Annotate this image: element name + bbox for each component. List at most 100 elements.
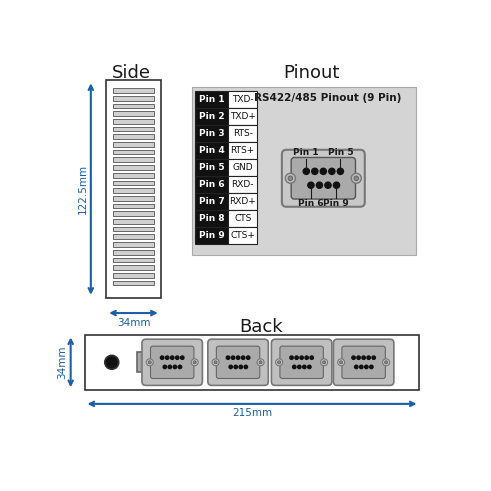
Bar	[228, 108, 257, 125]
Bar	[195, 227, 228, 244]
Bar	[191, 86, 416, 254]
Circle shape	[176, 356, 179, 359]
Circle shape	[370, 365, 373, 369]
Circle shape	[168, 365, 171, 369]
Circle shape	[337, 168, 344, 174]
FancyBboxPatch shape	[208, 339, 268, 385]
Bar	[195, 91, 228, 108]
Bar	[113, 96, 154, 101]
FancyBboxPatch shape	[217, 346, 260, 379]
Circle shape	[285, 173, 296, 183]
Circle shape	[288, 176, 293, 181]
Text: CTS+: CTS+	[230, 231, 255, 240]
Bar	[113, 204, 154, 208]
Circle shape	[359, 365, 363, 369]
Bar	[113, 212, 154, 216]
Bar	[113, 150, 154, 154]
Bar	[228, 91, 257, 108]
Circle shape	[310, 356, 313, 359]
Text: Pin 9: Pin 9	[199, 231, 224, 240]
Circle shape	[170, 356, 174, 359]
Bar	[228, 176, 257, 193]
Bar	[113, 250, 154, 254]
Text: GND: GND	[232, 163, 253, 172]
Bar	[113, 119, 154, 124]
Text: Pinout: Pinout	[283, 64, 340, 82]
Text: Side: Side	[111, 64, 151, 82]
Circle shape	[290, 356, 293, 359]
Text: Pin 5: Pin 5	[327, 148, 353, 158]
Text: Pin 6: Pin 6	[199, 180, 224, 189]
Circle shape	[165, 356, 169, 359]
Bar	[228, 193, 257, 210]
Circle shape	[244, 365, 247, 369]
Circle shape	[146, 359, 153, 366]
Bar	[195, 176, 228, 193]
Bar	[136, 352, 158, 372]
Circle shape	[355, 365, 358, 369]
FancyBboxPatch shape	[142, 339, 202, 385]
Circle shape	[303, 168, 309, 174]
Text: Pin 7: Pin 7	[199, 197, 224, 206]
Text: Back: Back	[240, 318, 283, 336]
Bar	[113, 173, 154, 178]
Circle shape	[384, 361, 388, 364]
Bar	[195, 125, 228, 142]
Circle shape	[308, 365, 311, 369]
Circle shape	[148, 361, 151, 364]
Bar	[228, 142, 257, 159]
Bar	[113, 258, 154, 262]
Circle shape	[191, 359, 198, 366]
Bar	[195, 108, 228, 125]
Bar	[113, 88, 154, 93]
Bar	[113, 227, 154, 231]
FancyBboxPatch shape	[282, 150, 365, 207]
Circle shape	[362, 356, 365, 359]
Circle shape	[246, 356, 250, 359]
Circle shape	[367, 356, 370, 359]
Text: RTS-: RTS-	[233, 129, 253, 138]
Bar	[228, 125, 257, 142]
Circle shape	[382, 359, 389, 366]
Bar	[113, 219, 154, 224]
Circle shape	[300, 356, 303, 359]
Bar	[113, 281, 154, 285]
Bar	[113, 142, 154, 147]
Circle shape	[193, 361, 196, 364]
Bar	[113, 273, 154, 277]
Text: RXD-: RXD-	[231, 180, 254, 189]
Bar	[113, 196, 154, 201]
Text: RS422/485 Pinout (9 Pin): RS422/485 Pinout (9 Pin)	[253, 93, 401, 103]
Circle shape	[229, 365, 232, 369]
Text: Pin 9: Pin 9	[323, 199, 349, 208]
Circle shape	[298, 365, 301, 369]
FancyBboxPatch shape	[333, 339, 394, 385]
Circle shape	[323, 361, 326, 364]
Circle shape	[212, 359, 219, 366]
Circle shape	[239, 365, 243, 369]
Text: Pin 6: Pin 6	[298, 199, 324, 208]
FancyBboxPatch shape	[342, 346, 385, 379]
Bar	[195, 193, 228, 210]
Circle shape	[226, 356, 230, 359]
Text: Pin 1: Pin 1	[199, 95, 224, 104]
Bar	[195, 210, 228, 227]
FancyBboxPatch shape	[280, 346, 324, 379]
Bar	[113, 235, 154, 239]
Bar	[228, 227, 257, 244]
Text: RTS+: RTS+	[231, 146, 255, 155]
Bar	[113, 104, 154, 108]
Circle shape	[333, 182, 340, 188]
Circle shape	[305, 356, 308, 359]
Circle shape	[178, 365, 182, 369]
Circle shape	[365, 365, 368, 369]
Text: Pin 2: Pin 2	[199, 112, 224, 121]
FancyBboxPatch shape	[151, 346, 194, 379]
Bar	[139, 355, 155, 369]
Bar	[113, 242, 154, 247]
Circle shape	[302, 365, 306, 369]
Text: Pin 1: Pin 1	[294, 148, 319, 158]
Circle shape	[293, 365, 296, 369]
Bar	[113, 135, 154, 139]
Circle shape	[354, 176, 358, 181]
